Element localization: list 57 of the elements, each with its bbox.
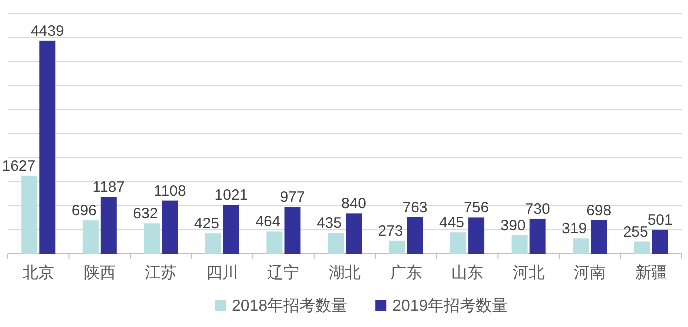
data-label: 840 [341, 196, 367, 213]
data-label: 1108 [154, 182, 186, 200]
bar [328, 233, 344, 254]
data-label: 425 [194, 216, 220, 233]
bar [634, 242, 650, 254]
x-tick-label: 四川 [206, 264, 238, 282]
bar [205, 234, 222, 254]
x-tick-label: 新疆 [635, 264, 668, 282]
bar [530, 218, 546, 254]
bar [223, 204, 240, 254]
data-label: 730 [525, 200, 550, 218]
bar [468, 218, 485, 254]
data-label: 696 [72, 202, 97, 220]
data-label: 435 [316, 215, 342, 232]
data-label: 763 [402, 199, 428, 216]
data-label: 632 [133, 206, 158, 223]
data-label: 756 [464, 200, 490, 217]
bar [389, 240, 406, 254]
data-label: 977 [280, 189, 306, 206]
bar [266, 232, 283, 254]
bar [407, 217, 424, 254]
legend-label: 2018年招考数量 [232, 297, 348, 315]
data-label: 4439 [30, 22, 64, 40]
x-tick-label: 山东 [452, 264, 484, 282]
data-label: 464 [256, 214, 281, 231]
data-label: 390 [500, 217, 526, 234]
x-tick-label: 湖北 [329, 264, 361, 282]
bar [573, 238, 590, 254]
data-label: 445 [440, 214, 465, 232]
bar [22, 176, 38, 254]
data-label: 1627 [2, 158, 36, 175]
data-label: 255 [623, 224, 648, 241]
data-label: 319 [562, 220, 588, 238]
data-label: 1187 [92, 179, 126, 196]
x-tick-label: 广东 [390, 264, 422, 282]
x-tick-label: 河南 [574, 264, 606, 282]
data-label: 698 [586, 202, 612, 220]
bar [144, 224, 160, 254]
bar [162, 200, 178, 254]
bar [40, 40, 56, 254]
bar [652, 230, 668, 254]
data-label: 1021 [214, 186, 248, 204]
data-label: 273 [378, 222, 404, 240]
x-tick-label: 辽宁 [268, 264, 300, 282]
bar [82, 220, 99, 254]
legend-label: 2019年招考数量 [392, 297, 508, 315]
bar [100, 197, 117, 254]
bar [284, 207, 301, 254]
x-tick-label: 陕西 [84, 265, 116, 282]
data-label: 501 [648, 212, 673, 229]
bar [346, 214, 362, 254]
bar [512, 235, 528, 254]
bar [591, 220, 608, 254]
x-tick-label: 河北 [512, 264, 545, 282]
x-tick-label: 北京 [22, 264, 55, 282]
bar [450, 232, 467, 254]
x-tick-label: 江苏 [145, 264, 178, 282]
